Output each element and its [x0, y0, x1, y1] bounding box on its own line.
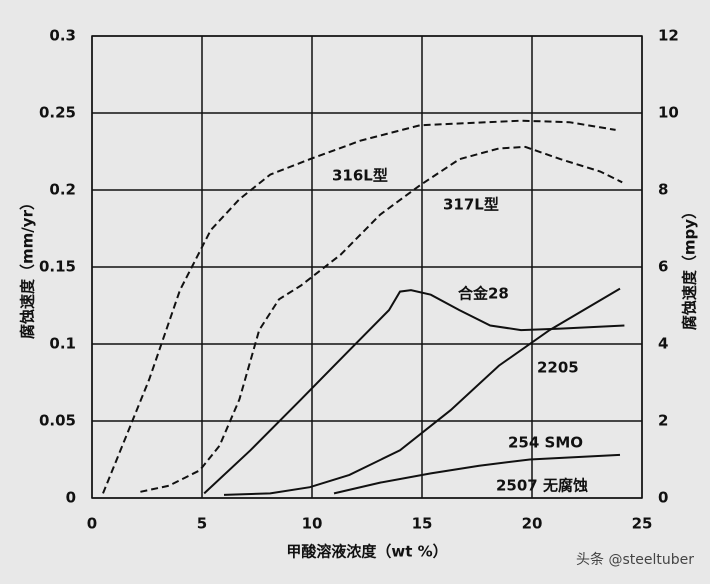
x-tick-label: 15: [412, 515, 433, 533]
y2-axis-title: 腐蚀速度（mpy）: [681, 204, 699, 330]
y-tick-label: 0.05: [39, 412, 76, 430]
line-series: [223, 287, 621, 496]
x-tick-label: 25: [632, 515, 653, 533]
x-axis-title: 甲酸溶液浓度（wt %）: [286, 543, 447, 561]
series-label: 316L型: [332, 167, 388, 185]
x-tick-label: 20: [522, 515, 543, 533]
line-series: [102, 119, 616, 494]
y-tick-label: 0.2: [49, 181, 76, 199]
series-label: 317L型: [443, 196, 499, 214]
watermark: 头条 @steeltuber: [576, 551, 694, 568]
y-tick-label: 0.15: [39, 258, 76, 276]
series-label: 254 SMO: [508, 434, 583, 452]
x-tick-label: 10: [302, 515, 323, 533]
annotation: 2507 无腐蚀: [496, 477, 588, 495]
series-label: 合金28: [457, 285, 509, 303]
x-tick-label: 0: [87, 515, 97, 533]
y2-tick-label: 4: [658, 335, 668, 353]
y-tick-label: 0.1: [49, 335, 76, 353]
line-series: [333, 453, 621, 495]
y2-tick-label: 12: [658, 27, 679, 45]
y2-tick-label: 10: [658, 104, 679, 122]
y2-tick-label: 6: [658, 258, 668, 276]
line-series: [203, 289, 625, 495]
y2-tick-label: 2: [658, 412, 668, 430]
y-axis-title: 腐蚀速度（mm/yr）: [19, 195, 37, 339]
y-tick-label: 0.25: [39, 104, 76, 122]
y-tick-label: 0: [66, 489, 76, 507]
series-label: 2205: [537, 359, 579, 377]
x-tick-label: 5: [197, 515, 207, 533]
line-series: [140, 145, 623, 493]
y2-tick-label: 8: [658, 181, 668, 199]
y2-tick-label: 0: [658, 489, 668, 507]
y-tick-label: 0.3: [49, 27, 76, 45]
